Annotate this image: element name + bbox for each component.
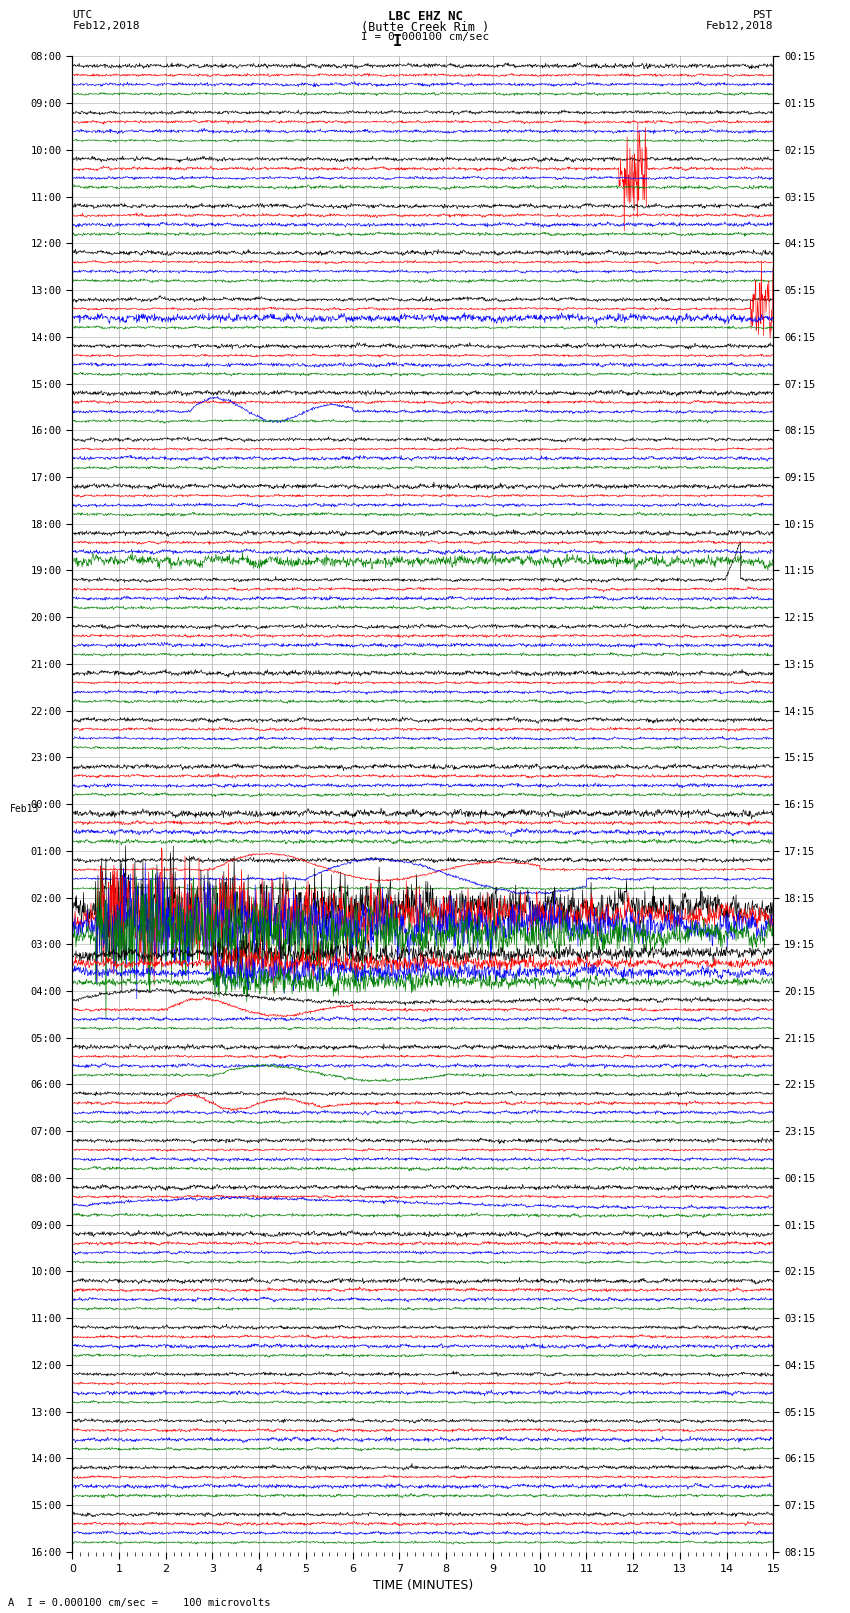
X-axis label: TIME (MINUTES): TIME (MINUTES): [373, 1579, 473, 1592]
Text: UTC: UTC: [72, 10, 93, 19]
Text: I: I: [394, 34, 402, 48]
Text: LBC EHZ NC: LBC EHZ NC: [388, 10, 462, 23]
Text: A  I = 0.000100 cm/sec =    100 microvolts: A I = 0.000100 cm/sec = 100 microvolts: [8, 1598, 271, 1608]
Text: Feb13: Feb13: [9, 805, 39, 815]
Text: Feb12,2018: Feb12,2018: [706, 21, 774, 31]
Text: PST: PST: [753, 10, 774, 19]
Text: I = 0.000100 cm/sec: I = 0.000100 cm/sec: [361, 32, 489, 42]
Text: Feb12,2018: Feb12,2018: [72, 21, 139, 31]
Text: (Butte Creek Rim ): (Butte Creek Rim ): [361, 21, 489, 34]
